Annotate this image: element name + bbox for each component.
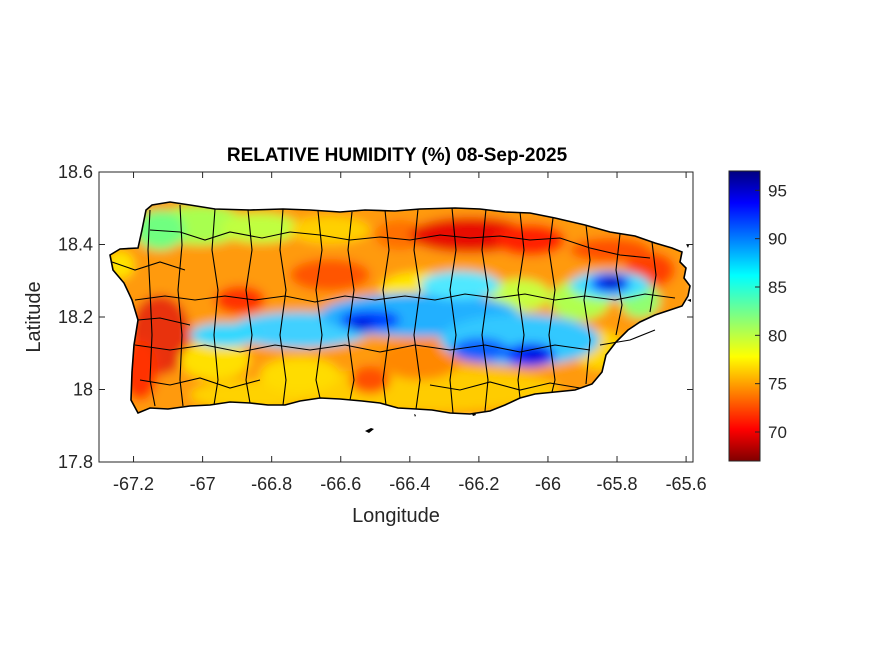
municipality-border — [315, 210, 323, 399]
y-tick-label: 18.4 — [58, 235, 93, 255]
colorbar-tick-label: 70 — [768, 423, 787, 442]
municipality-border — [382, 209, 390, 406]
municipality-border — [649, 241, 657, 313]
municipality-border — [517, 211, 525, 399]
x-axis-label: Longitude — [352, 505, 440, 527]
colorbar-tick-label: 75 — [768, 375, 787, 394]
municipality-border — [139, 377, 261, 389]
municipality-border — [481, 208, 489, 412]
x-tick-label: -66 — [535, 474, 561, 494]
x-tick-label: -66.4 — [389, 474, 430, 494]
colorbar-tick-label: 85 — [768, 278, 787, 297]
colorbar-tick-label: 80 — [768, 326, 787, 345]
municipality-border — [111, 261, 186, 271]
y-axis-ticks: 17.8 18 18.2 18.4 18.6 — [58, 162, 693, 472]
x-axis-ticks: -67.2 -67 -66.8 -66.6 -66.4 -66.2 -66 -65.8 -65.… — [113, 172, 707, 494]
humidity-field — [110, 202, 690, 414]
y-tick-label: 18 — [73, 380, 93, 400]
municipality-border — [583, 224, 591, 385]
colorbar-tick-label: 90 — [768, 230, 787, 249]
map-title: RELATIVE HUMIDITY (%) 08-Sep-2025 — [227, 145, 568, 166]
municipality-border — [548, 217, 556, 393]
x-tick-label: -67 — [190, 474, 216, 494]
offshore-islets — [365, 244, 691, 433]
municipality-border — [137, 317, 191, 326]
colorbar-ticks: 70 75 80 85 90 95 — [755, 181, 787, 442]
municipality-border — [149, 229, 291, 241]
municipality-border — [147, 209, 156, 407]
x-tick-label: -66.8 — [251, 474, 292, 494]
y-tick-label: 18.2 — [58, 307, 93, 327]
island-outline — [109, 201, 691, 415]
municipality-border — [177, 204, 184, 407]
x-tick-label: -65.6 — [666, 474, 707, 494]
municipality-border — [599, 329, 656, 346]
municipality-border — [347, 211, 355, 401]
colorbar-tick-label: 95 — [768, 181, 787, 200]
x-tick-label: -66.6 — [320, 474, 361, 494]
municipality-border — [429, 381, 581, 391]
y-tick-label: 18.6 — [58, 162, 93, 182]
municipality-borders — [111, 204, 676, 414]
municipality-border — [615, 233, 623, 336]
x-tick-label: -66.2 — [458, 474, 499, 494]
x-tick-label: -65.8 — [597, 474, 638, 494]
municipality-border — [413, 208, 421, 410]
municipality-border — [134, 344, 591, 353]
colorbar — [728, 170, 761, 462]
x-tick-label: -67.2 — [113, 474, 154, 494]
municipality-border — [279, 208, 287, 406]
y-tick-label: 17.8 — [58, 452, 93, 472]
municipality-border — [449, 207, 457, 414]
municipality-border — [289, 231, 651, 259]
y-axis-label: Latitude — [23, 281, 45, 352]
